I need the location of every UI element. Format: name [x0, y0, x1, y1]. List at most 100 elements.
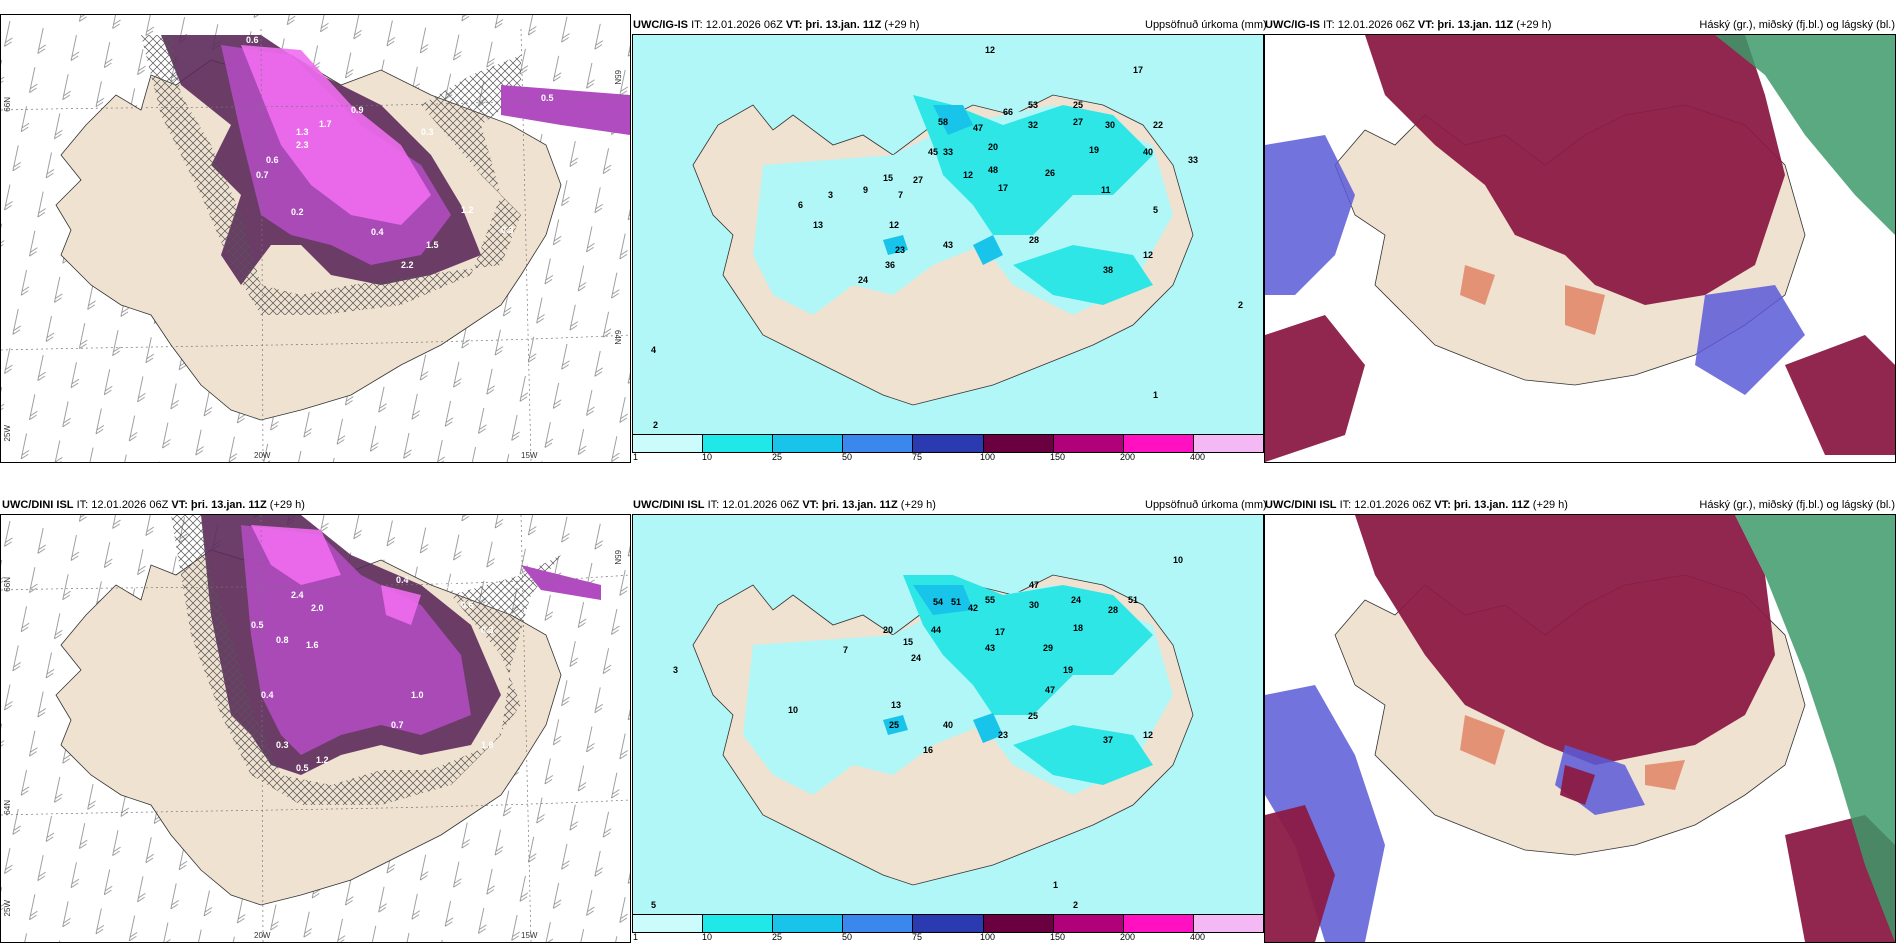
precip-map[interactable]: 12 25 17 53 58 47 66 45 33 32 27 30 22 4…: [632, 34, 1264, 436]
snow-value: 1.2: [461, 205, 474, 215]
precip-value: 30: [1029, 600, 1040, 610]
precip-value: 44: [931, 625, 942, 635]
cloud-title: Háský (gr.), miðský (fj.bl.) og lágský (…: [1699, 19, 1895, 31]
snow-pink-area: [241, 45, 431, 225]
cloud-map-canvas: [1265, 515, 1895, 942]
precip-value: 66: [1003, 107, 1014, 117]
colorbar-tick: 200: [1120, 932, 1136, 942]
precip-value: 10: [1173, 555, 1184, 565]
cloud-blue-area: [1265, 685, 1645, 942]
snow-value: 1.8: [481, 740, 494, 750]
precip-value: 11: [1101, 185, 1111, 195]
axis-lon-25: 25W: [3, 900, 12, 917]
precip-value: 19: [1089, 145, 1100, 155]
precip-value: 45: [928, 147, 939, 157]
colorbar-swatch: [1193, 915, 1263, 932]
snow-value: 0.2: [291, 207, 304, 217]
snow-value: 0.5: [251, 620, 264, 630]
cloud-map[interactable]: [1264, 34, 1896, 463]
precip-value: 15: [883, 173, 894, 183]
cloud-red-area: [1355, 515, 1775, 765]
colorbar-tick: 25: [772, 452, 783, 462]
colorbar-tick: 1: [633, 452, 639, 462]
precip-value: 13: [813, 220, 824, 230]
precip-map[interactable]: 54 51 42 55 47 30 24 28 51 20 15 24 44 1…: [632, 514, 1264, 916]
snow-value: 0.9: [441, 580, 454, 590]
precip-value: 38: [1103, 265, 1114, 275]
precip-value: 25: [1073, 100, 1084, 110]
snow-value: 0.6: [266, 155, 279, 165]
cloud-blue-area: [1265, 135, 1805, 395]
precip-value: 5: [651, 900, 657, 910]
precip-value: 3: [673, 665, 679, 675]
precip-value: 43: [943, 240, 954, 250]
colorbar-tick: 100: [980, 932, 996, 942]
precip-value: 29: [1043, 643, 1054, 653]
precip-value: 17: [1133, 65, 1144, 75]
precip-value: 33: [1188, 155, 1199, 165]
cloud-orange-edges: [1460, 265, 1605, 335]
precip-value: 53: [1028, 100, 1039, 110]
snow-wind-map[interactable]: 66N 65N 64N 25W 20W 15W 0.6 0.8 0.9 0.4 …: [0, 14, 631, 463]
colorbar-swatch: [913, 915, 984, 932]
precip-value: 2: [653, 420, 659, 430]
colorbar-swatch: [633, 915, 704, 932]
snow-map-canvas: [1, 15, 630, 462]
graticule: [1, 28, 630, 462]
precip-map-title: UWC/IG-IS IT: 12.01.2026 06Z VT: þri. 13…: [633, 19, 920, 31]
precip-colorbar: [632, 914, 1264, 933]
snow-value: 2.0: [311, 603, 324, 613]
snow-wind-map[interactable]: 66N 65N 64N 25W 20W 15W 2.4 2.0 0.5 0.8 …: [0, 514, 631, 943]
colorbar-tick: 200: [1120, 452, 1136, 462]
axis-lat-66: 66N: [3, 577, 12, 592]
colorbar-swatch: [773, 915, 844, 932]
colorbar-tick: 400: [1190, 452, 1206, 462]
cloud-red-southwest: [1265, 765, 1895, 942]
colorbar-swatch: [843, 915, 914, 932]
precip-dark-spots: [883, 585, 1003, 743]
precip-mid-area-south: [1013, 725, 1153, 785]
snow-value: 0.4: [371, 227, 384, 237]
precip-value: 58: [938, 117, 949, 127]
colorbar-ticks: 1 10 25 50 75 100 150 200 400: [632, 932, 1262, 944]
precip-value: 24: [911, 653, 922, 663]
colorbar-tick: 75: [912, 452, 923, 462]
colorbar-tick: 10: [702, 452, 713, 462]
precip-value: 2: [1238, 300, 1244, 310]
precip-map-title: UWC/DINI ISL IT: 12.01.2026 06Z VT: þri.…: [633, 499, 936, 511]
precip-value: 6: [798, 200, 804, 210]
axis-lon-15: 15W: [521, 451, 538, 460]
colorbar-swatch: [1123, 435, 1194, 452]
precip-value: 51: [951, 597, 962, 607]
snow-value: 1.2: [316, 755, 329, 765]
precip-value: 28: [1108, 605, 1119, 615]
row-dini-isl: UWC/DINI ISL IT: 12.01.2026 06Z VT: þri.…: [0, 480, 1900, 950]
colorbar-swatch: [983, 435, 1054, 452]
hatched-area: [141, 35, 521, 315]
precip-value: 30: [1105, 120, 1116, 130]
snow-value: 2.3: [296, 140, 309, 150]
axis-lat-64: 64N: [613, 330, 622, 345]
colorbar-tick: 400: [1190, 932, 1206, 942]
cloud-orange-edges: [1460, 715, 1685, 790]
colorbar-swatch: [1053, 435, 1124, 452]
colorbar-swatch: [913, 435, 984, 452]
axis-lon-15: 15W: [521, 931, 538, 940]
snow-value: 0.3: [481, 625, 494, 635]
precip-value: 55: [985, 595, 996, 605]
colorbar-tick: 10: [702, 932, 713, 942]
precip-value: 51: [1128, 595, 1139, 605]
colorbar-tick: 50: [842, 932, 853, 942]
snow-value: 2.4: [291, 590, 304, 600]
precip-value: 15: [903, 637, 914, 647]
colorbar-swatch: [1193, 435, 1263, 452]
precip-value: 47: [1045, 685, 1056, 695]
snow-value: 0.6: [246, 35, 259, 45]
snow-pink-area: [251, 525, 421, 625]
axis-lat-65: 65N: [613, 550, 622, 565]
colorbar-tick: 150: [1050, 932, 1066, 942]
cloud-map[interactable]: [1264, 514, 1896, 943]
cloud-map-title: UWC/DINI ISL IT: 12.01.2026 06Z VT: þri.…: [1265, 499, 1568, 511]
snow-map-title: UWC/DINI ISL IT: 12.01.2026 06Z VT: þri.…: [2, 499, 305, 511]
precip-value: 12: [963, 170, 974, 180]
